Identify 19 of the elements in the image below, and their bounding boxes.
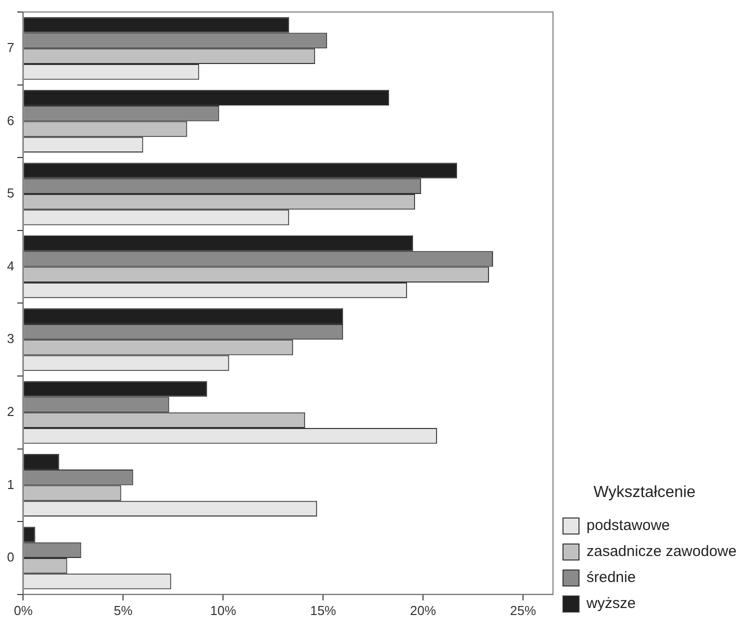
x-tick-label: 15% [310,602,337,618]
x-tick-label: 20% [410,602,436,618]
y-tick-label: 6 [6,112,14,128]
legend-title: Wykształcenie [593,484,696,502]
y-tick-label: 7 [6,40,14,55]
legend-label: podstawowe [586,517,670,534]
y-tick-label: 0 [6,550,14,565]
x-tick-label: 10% [210,602,237,618]
x-tick-label: 0% [14,602,34,618]
y-tick-label: 1 [6,476,14,492]
legend-label: średnie [586,569,636,586]
x-tick-label: 5% [114,602,134,618]
y-tick-label: 5 [6,186,14,201]
legend-label: zasadnicze zawodowe [586,543,737,560]
y-tick-label: 3 [6,331,14,346]
legend-label: wyższe [586,595,636,612]
x-tick-label: 25% [510,602,536,618]
y-tick-label: 4 [6,258,14,274]
y-tick-label: 2 [6,404,14,419]
